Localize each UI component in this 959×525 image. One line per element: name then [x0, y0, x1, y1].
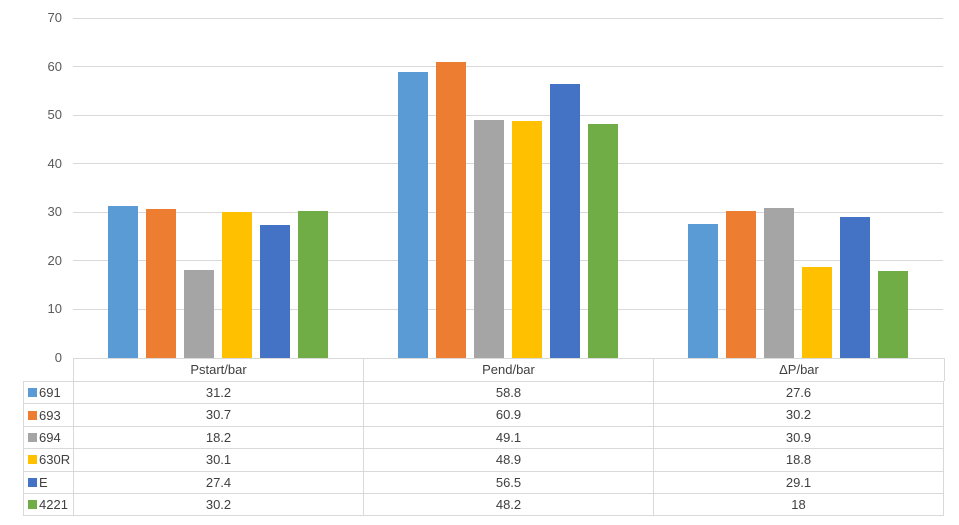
y-axis-tick-label: 20 [47, 252, 62, 268]
bar-group-1 [73, 18, 363, 358]
table-value-cell: 58.8 [364, 382, 654, 405]
gridline-70 [73, 17, 943, 19]
bar-694 [184, 269, 214, 358]
bar-691 [688, 223, 718, 358]
gridline-30 [73, 211, 943, 213]
gridline-40 [73, 163, 943, 165]
y-axis-tick-label: 40 [47, 155, 62, 171]
bar-4221 [588, 123, 618, 358]
table-value-cell: 48.9 [364, 449, 654, 472]
category-header-cell: ΔP/bar [779, 362, 819, 377]
category-header-cell: Pend/bar [364, 359, 654, 381]
legend-cell-630R: 630R [24, 449, 74, 472]
bar-693 [726, 211, 756, 358]
legend-series-label: 691 [39, 385, 61, 401]
y-axis-tick-label: 50 [47, 107, 62, 123]
table-value-cell: 30.9 [654, 426, 944, 450]
table-value-cell: 48.2 [364, 493, 654, 517]
bar-group-3 [653, 18, 943, 358]
table-value-cell: 27.4 [74, 471, 364, 494]
legend-swatch-icon [28, 432, 37, 442]
gridline-60 [73, 66, 943, 68]
bar-E [840, 216, 870, 358]
bar-694 [764, 207, 794, 358]
legend-swatch-icon [28, 455, 37, 465]
bar-691 [398, 72, 428, 358]
table-value-cell: 30.1 [74, 449, 364, 472]
data-table-header-row: Pstart/bar Pend/bar ΔP/bar [73, 358, 945, 381]
bar-693 [146, 208, 176, 358]
bar-630R [802, 266, 832, 358]
legend-cell-4221: 4221 [24, 493, 74, 517]
bar-691 [108, 206, 138, 358]
table-value-cell: 30.2 [74, 493, 364, 517]
table-value-cell: 60.9 [364, 404, 654, 427]
legend-series-label: 693 [39, 407, 61, 423]
legend-cell-691: 691 [24, 382, 74, 405]
legend-cell-E: E [24, 471, 74, 494]
bar-693 [436, 62, 466, 358]
y-axis-tick-label: 10 [47, 301, 62, 317]
gridline-20 [73, 260, 943, 262]
bar-E [550, 83, 580, 358]
legend-cell-694: 694 [24, 426, 74, 450]
legend-series-label: 630R [39, 452, 71, 468]
category-header-cell: Pstart/bar [74, 359, 364, 381]
table-value-cell: 49.1 [364, 426, 654, 450]
legend-swatch-icon [28, 410, 37, 420]
bar-group-2 [363, 18, 653, 358]
bar-630R [512, 120, 542, 358]
bar-E [260, 224, 290, 358]
y-axis-tick-label: 60 [47, 58, 62, 74]
bar-630R [222, 211, 252, 358]
table-value-cell: 30.7 [74, 404, 364, 427]
legend-cell-693: 693 [24, 404, 74, 427]
bar-4221 [878, 270, 908, 358]
bar-694 [474, 119, 504, 358]
table-value-cell: 30.2 [654, 404, 944, 427]
legend-series-label: 694 [39, 429, 61, 445]
legend-swatch-icon [28, 500, 37, 510]
gridline-50 [73, 114, 943, 116]
data-table-body: 691 31.2 58.8 27.6 693 30.7 60.9 30.2 694 18.2 49.… [23, 381, 944, 517]
table-value-cell: 56.5 [364, 471, 654, 494]
gridline-10 [73, 308, 943, 310]
table-value-cell: 18 [654, 493, 944, 517]
legend-series-label: 4221 [39, 497, 68, 513]
legend-swatch-icon [28, 388, 37, 398]
table-value-cell: 18.2 [74, 426, 364, 450]
table-value-cell: 31.2 [74, 382, 364, 405]
bar-4221 [298, 211, 328, 358]
y-axis-tick-label: 0 [54, 350, 62, 365]
table-value-cell: 27.6 [654, 382, 944, 405]
y-axis-tick-label: 30 [47, 204, 62, 220]
table-value-cell: 29.1 [654, 471, 944, 494]
legend-series-label: E [39, 474, 48, 490]
y-axis-tick-label: 70 [47, 10, 62, 25]
table-value-cell: 18.8 [654, 449, 944, 472]
legend-swatch-icon [28, 477, 37, 487]
plot-area [73, 17, 943, 359]
